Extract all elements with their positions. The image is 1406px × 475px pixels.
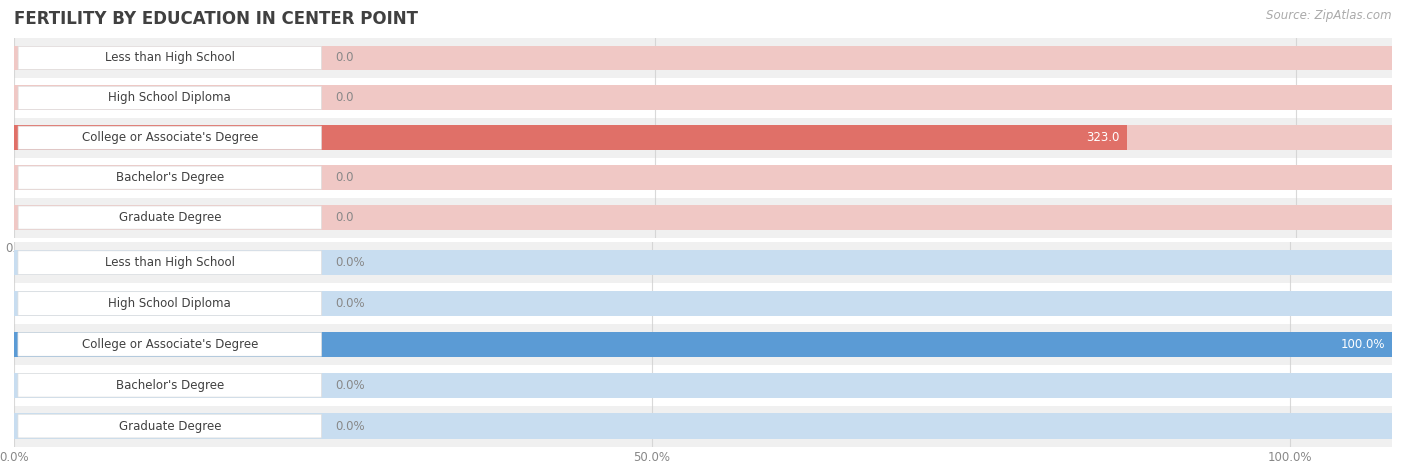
Bar — [14, 46, 1392, 70]
Text: Less than High School: Less than High School — [105, 51, 235, 65]
Bar — [14, 78, 1392, 118]
Text: Bachelor's Degree: Bachelor's Degree — [115, 171, 224, 184]
FancyBboxPatch shape — [18, 332, 322, 356]
Bar — [14, 291, 1392, 316]
FancyBboxPatch shape — [18, 206, 322, 229]
Bar — [14, 406, 1392, 446]
Bar — [14, 372, 1392, 398]
Text: 0.0: 0.0 — [335, 91, 353, 104]
Text: Graduate Degree: Graduate Degree — [118, 419, 221, 433]
FancyBboxPatch shape — [18, 86, 322, 109]
Bar — [14, 250, 1392, 276]
Bar — [14, 165, 1392, 190]
Bar — [14, 38, 1392, 78]
Bar — [14, 324, 1392, 365]
Text: 0.0%: 0.0% — [335, 419, 364, 433]
Text: Bachelor's Degree: Bachelor's Degree — [115, 379, 224, 392]
Text: 0.0%: 0.0% — [335, 256, 364, 269]
Bar — [14, 332, 1392, 357]
Text: Less than High School: Less than High School — [105, 256, 235, 269]
Text: Graduate Degree: Graduate Degree — [118, 211, 221, 224]
Text: High School Diploma: High School Diploma — [108, 297, 231, 310]
FancyBboxPatch shape — [18, 292, 322, 315]
Bar — [14, 365, 1392, 406]
Text: 100.0%: 100.0% — [1340, 338, 1385, 351]
Text: High School Diploma: High School Diploma — [108, 91, 231, 104]
Bar — [14, 332, 1392, 357]
Text: 0.0%: 0.0% — [335, 379, 364, 392]
Text: FERTILITY BY EDUCATION IN CENTER POINT: FERTILITY BY EDUCATION IN CENTER POINT — [14, 10, 418, 28]
Bar — [14, 118, 1392, 158]
FancyBboxPatch shape — [18, 47, 322, 69]
Text: College or Associate's Degree: College or Associate's Degree — [82, 338, 257, 351]
Bar — [14, 413, 1392, 439]
Text: 0.0: 0.0 — [335, 211, 353, 224]
Text: 323.0: 323.0 — [1087, 131, 1119, 144]
Text: 0.0: 0.0 — [335, 51, 353, 65]
FancyBboxPatch shape — [18, 126, 322, 149]
Bar — [14, 242, 1392, 283]
Bar — [14, 198, 1392, 238]
Text: 0.0: 0.0 — [335, 171, 353, 184]
Bar — [14, 205, 1392, 230]
Text: 0.0%: 0.0% — [335, 297, 364, 310]
FancyBboxPatch shape — [18, 414, 322, 438]
FancyBboxPatch shape — [18, 166, 322, 189]
FancyBboxPatch shape — [18, 373, 322, 397]
Bar — [14, 283, 1392, 324]
FancyBboxPatch shape — [18, 251, 322, 275]
Text: Source: ZipAtlas.com: Source: ZipAtlas.com — [1267, 10, 1392, 22]
Bar — [14, 86, 1392, 110]
Bar — [14, 125, 1392, 150]
Bar — [14, 158, 1392, 198]
Text: College or Associate's Degree: College or Associate's Degree — [82, 131, 257, 144]
Bar — [14, 125, 1126, 150]
